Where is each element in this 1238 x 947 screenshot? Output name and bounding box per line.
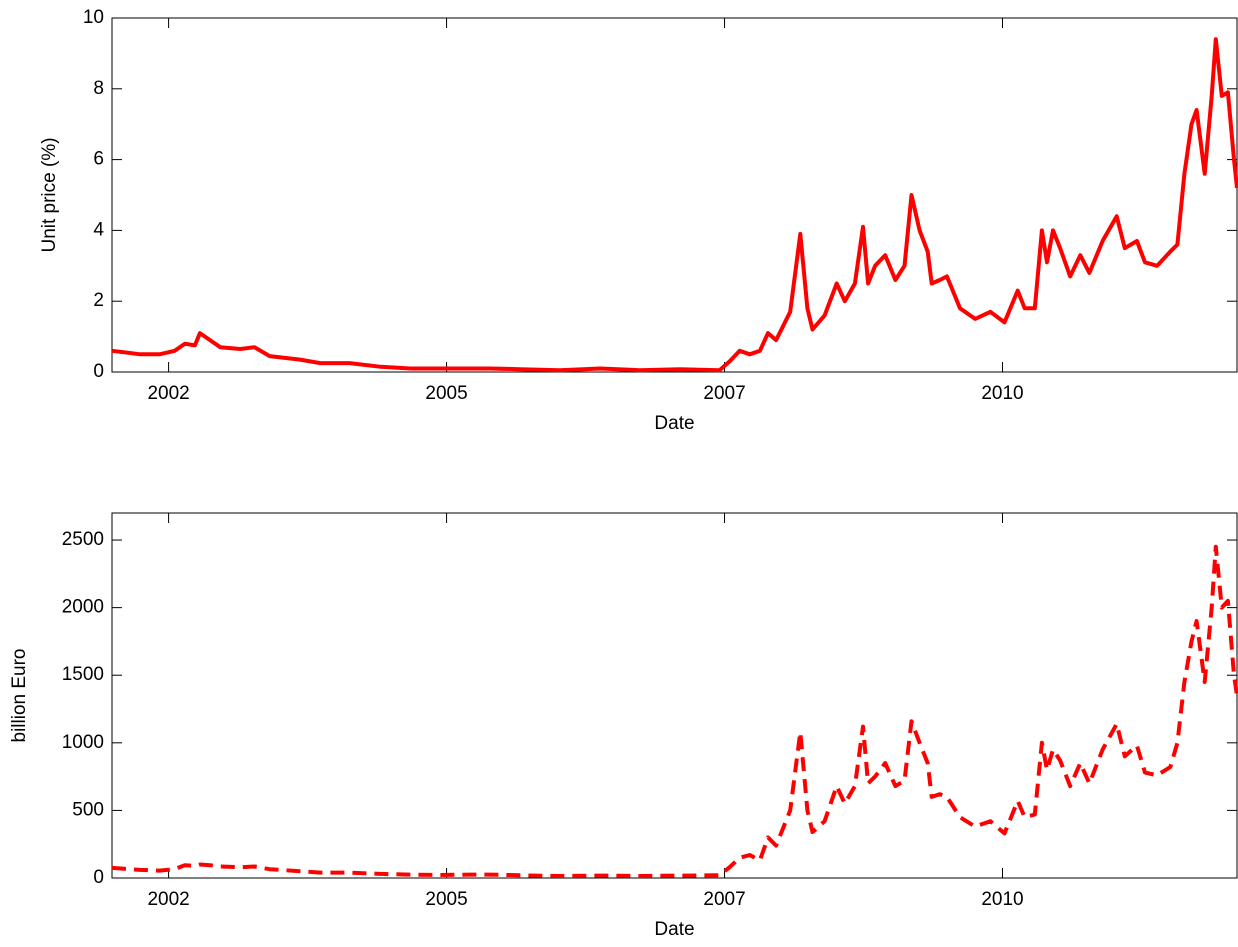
y-tick-label: 0 [93,361,104,382]
x-tick-label: 2002 [147,889,189,910]
x-tick-label: 2007 [703,383,745,404]
y-tick-label: 10 [83,7,104,28]
y-tick-label: 2500 [62,529,104,550]
x-tick-label: 2005 [425,889,467,910]
x-tick-label: 2010 [981,889,1023,910]
data-line [111,544,1238,878]
x-tick-label: 2002 [147,383,189,404]
y-tick-label: 2 [93,290,104,311]
y-axis-label: billion Euro [9,649,30,743]
y-tick-label: 1500 [62,664,104,685]
x-tick-label: 2010 [981,383,1023,404]
data-line [111,37,1238,373]
y-axis-label: Unit price (%) [39,137,60,252]
x-tick-label: 2007 [703,889,745,910]
y-tick-label: 4 [93,219,104,240]
x-axis-label: Date [654,413,694,434]
axes-box [111,512,1238,879]
x-tick-label: 2005 [425,383,467,404]
axes-box [111,17,1238,373]
y-tick-label: 0 [93,867,104,888]
y-tick-label: 8 [93,78,104,99]
y-tick-label: 2000 [62,597,104,618]
x-axis-label: Date [654,919,694,940]
y-tick-label: 500 [72,799,104,820]
y-tick-label: 1000 [62,732,104,753]
y-tick-label: 6 [93,149,104,170]
